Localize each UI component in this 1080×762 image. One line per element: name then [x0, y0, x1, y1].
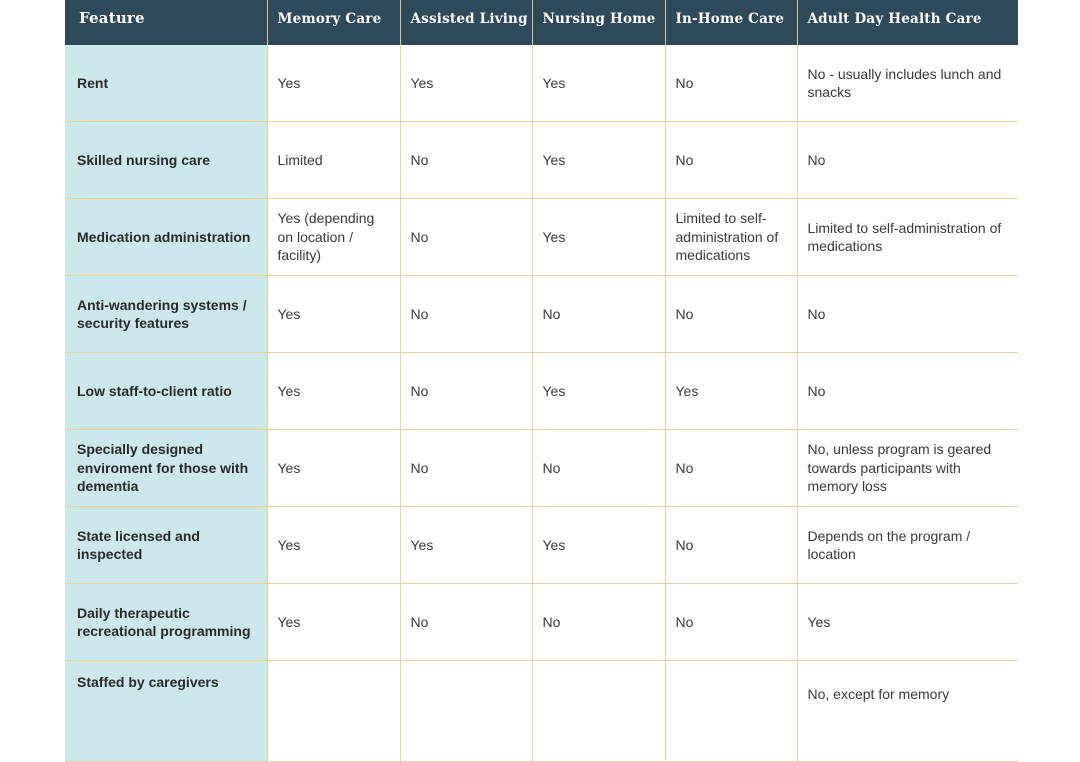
- row-feature-label: Daily therapeutic recreational programmi…: [65, 583, 268, 661]
- cell-nursing-home: Yes: [532, 121, 666, 199]
- cell-adult-day-health-care: Yes: [797, 583, 1018, 661]
- cell-assisted-living: No: [400, 583, 533, 661]
- table-row: Specially designed enviroment for those …: [65, 429, 1018, 507]
- cell-assisted-living: [400, 660, 533, 762]
- cell-adult-day-health-care: No: [797, 275, 1018, 353]
- column-header-feature: Feature: [65, 0, 268, 45]
- table-row: Anti-wandering systems / security featur…: [65, 275, 1018, 353]
- cell-memory-care: Yes: [267, 429, 401, 507]
- cell-in-home-care: No: [665, 45, 798, 122]
- cell-nursing-home: [532, 660, 666, 762]
- column-header-adult-day-health-care: Adult Day Health Care: [797, 0, 1018, 45]
- row-feature-label: Skilled nursing care: [65, 121, 268, 199]
- cell-assisted-living: No: [400, 352, 533, 430]
- cell-in-home-care: [665, 660, 798, 762]
- cell-memory-care: Yes: [267, 583, 401, 661]
- cell-adult-day-health-care: No, except for memory: [797, 660, 1018, 762]
- cell-memory-care: [267, 660, 401, 762]
- cell-assisted-living: Yes: [400, 45, 533, 122]
- cell-nursing-home: No: [532, 275, 666, 353]
- cell-in-home-care: No: [665, 121, 798, 199]
- cell-nursing-home: No: [532, 583, 666, 661]
- cell-in-home-care: Yes: [665, 352, 798, 430]
- row-feature-label: Medication administration: [65, 198, 268, 276]
- cell-assisted-living: No: [400, 198, 533, 276]
- cell-in-home-care: No: [665, 583, 798, 661]
- table-row: Rent Yes Yes Yes No No - usually include…: [65, 45, 1018, 122]
- cell-nursing-home: Yes: [532, 352, 666, 430]
- cell-in-home-care: No: [665, 429, 798, 507]
- column-header-assisted-living: Assisted Living: [400, 0, 533, 45]
- row-feature-label: Low staff-to-client ratio: [65, 352, 268, 430]
- cell-assisted-living: No: [400, 275, 533, 353]
- row-feature-label: State licensed and inspected: [65, 506, 268, 584]
- row-feature-label: Rent: [65, 45, 268, 122]
- cell-in-home-care: No: [665, 275, 798, 353]
- table-row: State licensed and inspected Yes Yes Yes…: [65, 506, 1018, 584]
- table-row: Low staff-to-client ratio Yes No Yes Yes…: [65, 352, 1018, 430]
- cell-in-home-care: Limited to self-administration of medica…: [665, 198, 798, 276]
- table-header-row: Feature Memory Care Assisted Living Nurs…: [65, 0, 1018, 45]
- cell-assisted-living: Yes: [400, 506, 533, 584]
- cell-adult-day-health-care: Depends on the program / location: [797, 506, 1018, 584]
- row-feature-label: Specially designed enviroment for those …: [65, 429, 268, 507]
- column-header-in-home-care: In-Home Care: [665, 0, 798, 45]
- cell-in-home-care: No: [665, 506, 798, 584]
- cell-nursing-home: Yes: [532, 198, 666, 276]
- cell-memory-care: Yes: [267, 275, 401, 353]
- column-header-memory-care: Memory Care: [267, 0, 401, 45]
- cell-memory-care: Yes (depending on location / facility): [267, 198, 401, 276]
- cell-nursing-home: Yes: [532, 506, 666, 584]
- column-header-nursing-home: Nursing Home: [532, 0, 666, 45]
- cell-adult-day-health-care: No - usually includes lunch and snacks: [797, 45, 1018, 122]
- cell-adult-day-health-care: No: [797, 121, 1018, 199]
- cell-nursing-home: No: [532, 429, 666, 507]
- cell-memory-care: Yes: [267, 45, 401, 122]
- cell-assisted-living: No: [400, 121, 533, 199]
- row-feature-label: Staffed by caregivers: [65, 660, 268, 762]
- cell-memory-care: Yes: [267, 352, 401, 430]
- table-row: Skilled nursing care Limited No Yes No N…: [65, 121, 1018, 199]
- row-feature-label: Anti-wandering systems / security featur…: [65, 275, 268, 353]
- table-row: Daily therapeutic recreational programmi…: [65, 583, 1018, 661]
- table-row: Staffed by caregivers No, except for mem…: [65, 660, 1018, 762]
- cell-assisted-living: No: [400, 429, 533, 507]
- cell-adult-day-health-care: No, unless program is geared towards par…: [797, 429, 1018, 507]
- cell-adult-day-health-care: Limited to self-administration of medica…: [797, 198, 1018, 276]
- comparison-table-container: Feature Memory Care Assisted Living Nurs…: [65, 0, 1018, 762]
- table-row: Medication administration Yes (depending…: [65, 198, 1018, 276]
- cell-adult-day-health-care: No: [797, 352, 1018, 430]
- cell-memory-care: Yes: [267, 506, 401, 584]
- cell-nursing-home: Yes: [532, 45, 666, 122]
- cell-memory-care: Limited: [267, 121, 401, 199]
- care-comparison-table: Feature Memory Care Assisted Living Nurs…: [65, 0, 1018, 762]
